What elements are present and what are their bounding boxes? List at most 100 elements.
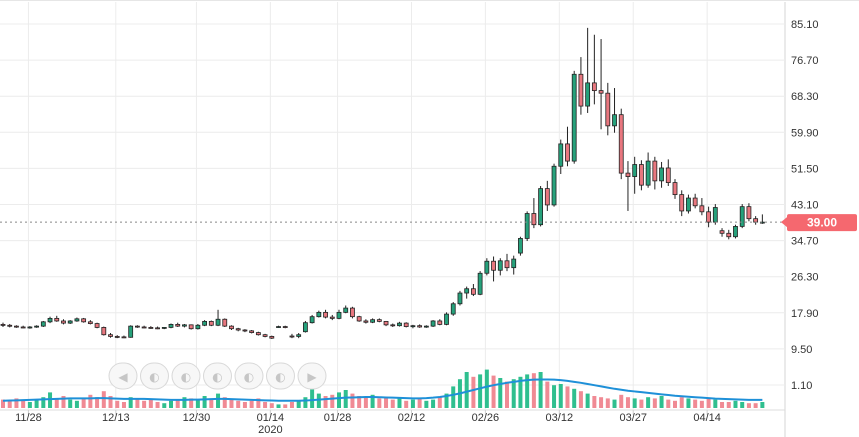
candle-body	[739, 206, 745, 227]
candle	[61, 319, 66, 325]
y-tick-label: 43.10	[791, 200, 819, 212]
volume-bar	[599, 397, 604, 408]
candle-body	[121, 336, 127, 339]
candle-body	[477, 272, 483, 295]
zoom-button[interactable]: ◐	[234, 362, 264, 390]
scroll-left-button[interactable]: ◀	[108, 362, 138, 390]
candle-body	[182, 324, 187, 327]
volume-bar	[276, 404, 281, 408]
volume-bar	[592, 396, 597, 408]
volume-bar	[451, 386, 456, 408]
candle-body	[484, 260, 490, 274]
candle	[40, 320, 46, 327]
x-tick-label: 03/27	[619, 412, 647, 424]
candle-body	[67, 320, 73, 324]
candle	[497, 258, 503, 276]
chevron-right-icon: ▶	[307, 370, 317, 384]
candle	[417, 324, 423, 328]
volume-bar	[404, 400, 409, 408]
candle	[491, 256, 496, 282]
candle-body	[356, 316, 362, 322]
volume-bar	[121, 402, 126, 408]
zoom-button[interactable]: ◐	[140, 362, 169, 390]
candle	[423, 325, 429, 328]
candle	[350, 306, 355, 319]
candle	[551, 163, 557, 207]
zoom-button[interactable]: ◐	[266, 362, 295, 390]
candle-body	[571, 73, 577, 162]
candle-body	[504, 260, 510, 269]
candle	[20, 325, 26, 329]
candle	[134, 325, 140, 328]
candle	[618, 108, 624, 180]
candle-body	[208, 320, 214, 326]
zoom-controls[interactable]: ◀ ◐ ◐ ◐ ◐ ◐ ▶	[108, 362, 327, 390]
volume-bar	[330, 394, 335, 408]
volume-bar	[377, 398, 382, 408]
candle	[229, 325, 234, 330]
volume-bar	[41, 397, 46, 408]
candle	[511, 255, 517, 275]
candle-body	[7, 324, 13, 327]
x-tick-label: 01/14	[257, 412, 285, 424]
volume-bar	[646, 397, 651, 408]
candle-body	[423, 325, 429, 328]
scroll-right-button[interactable]: ▶	[297, 362, 327, 390]
candle-body	[726, 232, 732, 238]
volume-bar	[14, 398, 19, 408]
y-tick-label: 59.90	[791, 127, 819, 139]
volume-bar	[195, 399, 200, 408]
candle	[296, 332, 302, 339]
y-tick-label: 34.70	[791, 236, 819, 248]
volume-bar	[760, 402, 765, 408]
candle-body	[262, 334, 268, 337]
volume-bar	[1, 399, 5, 408]
volume-bar	[289, 402, 294, 408]
volume-bar	[484, 369, 489, 408]
candle-body	[511, 258, 517, 269]
candle	[101, 326, 107, 336]
volume-bar	[686, 398, 691, 408]
candle	[477, 271, 483, 296]
volume-bar	[101, 391, 106, 408]
candle-body	[316, 311, 322, 318]
zoom-button[interactable]: ◐	[171, 362, 201, 390]
candle	[383, 320, 389, 327]
candle	[370, 318, 376, 324]
volume-bar	[706, 398, 711, 408]
volume-bar	[95, 397, 100, 408]
candle	[34, 325, 39, 328]
candle	[518, 236, 523, 256]
volume-bar	[61, 396, 66, 408]
last-price-tag-arrow	[781, 217, 787, 228]
candle	[444, 312, 449, 326]
candle-body	[612, 114, 617, 127]
candle-body	[249, 330, 255, 333]
candle	[726, 229, 732, 240]
candle-body	[652, 160, 658, 182]
candle-body	[329, 316, 335, 319]
volume-bar	[478, 374, 483, 408]
candle	[343, 305, 349, 314]
x-tick-label: 02/12	[398, 412, 426, 424]
volume-bar	[316, 393, 321, 408]
zoom-button[interactable]: ◐	[203, 362, 232, 390]
candle-body	[87, 321, 93, 324]
candle	[679, 190, 685, 217]
candle-body	[309, 316, 315, 324]
candle-body	[195, 324, 201, 330]
candle-body	[363, 320, 369, 323]
candle-body	[665, 167, 671, 183]
volume-bar	[713, 399, 718, 408]
volume-bar	[115, 400, 120, 408]
axes: 85.10 76.70 68.30 59.90 51.50 43.10 34.70 26.30…	[15, 19, 818, 436]
candle-body	[692, 197, 698, 207]
y-tick-label: 68.30	[791, 91, 819, 103]
volume-bar	[471, 376, 476, 408]
volume-bar	[390, 399, 395, 408]
volume-bar	[511, 379, 516, 408]
candle	[269, 335, 275, 340]
zoom-button-bg	[140, 362, 169, 390]
candle	[578, 57, 584, 115]
